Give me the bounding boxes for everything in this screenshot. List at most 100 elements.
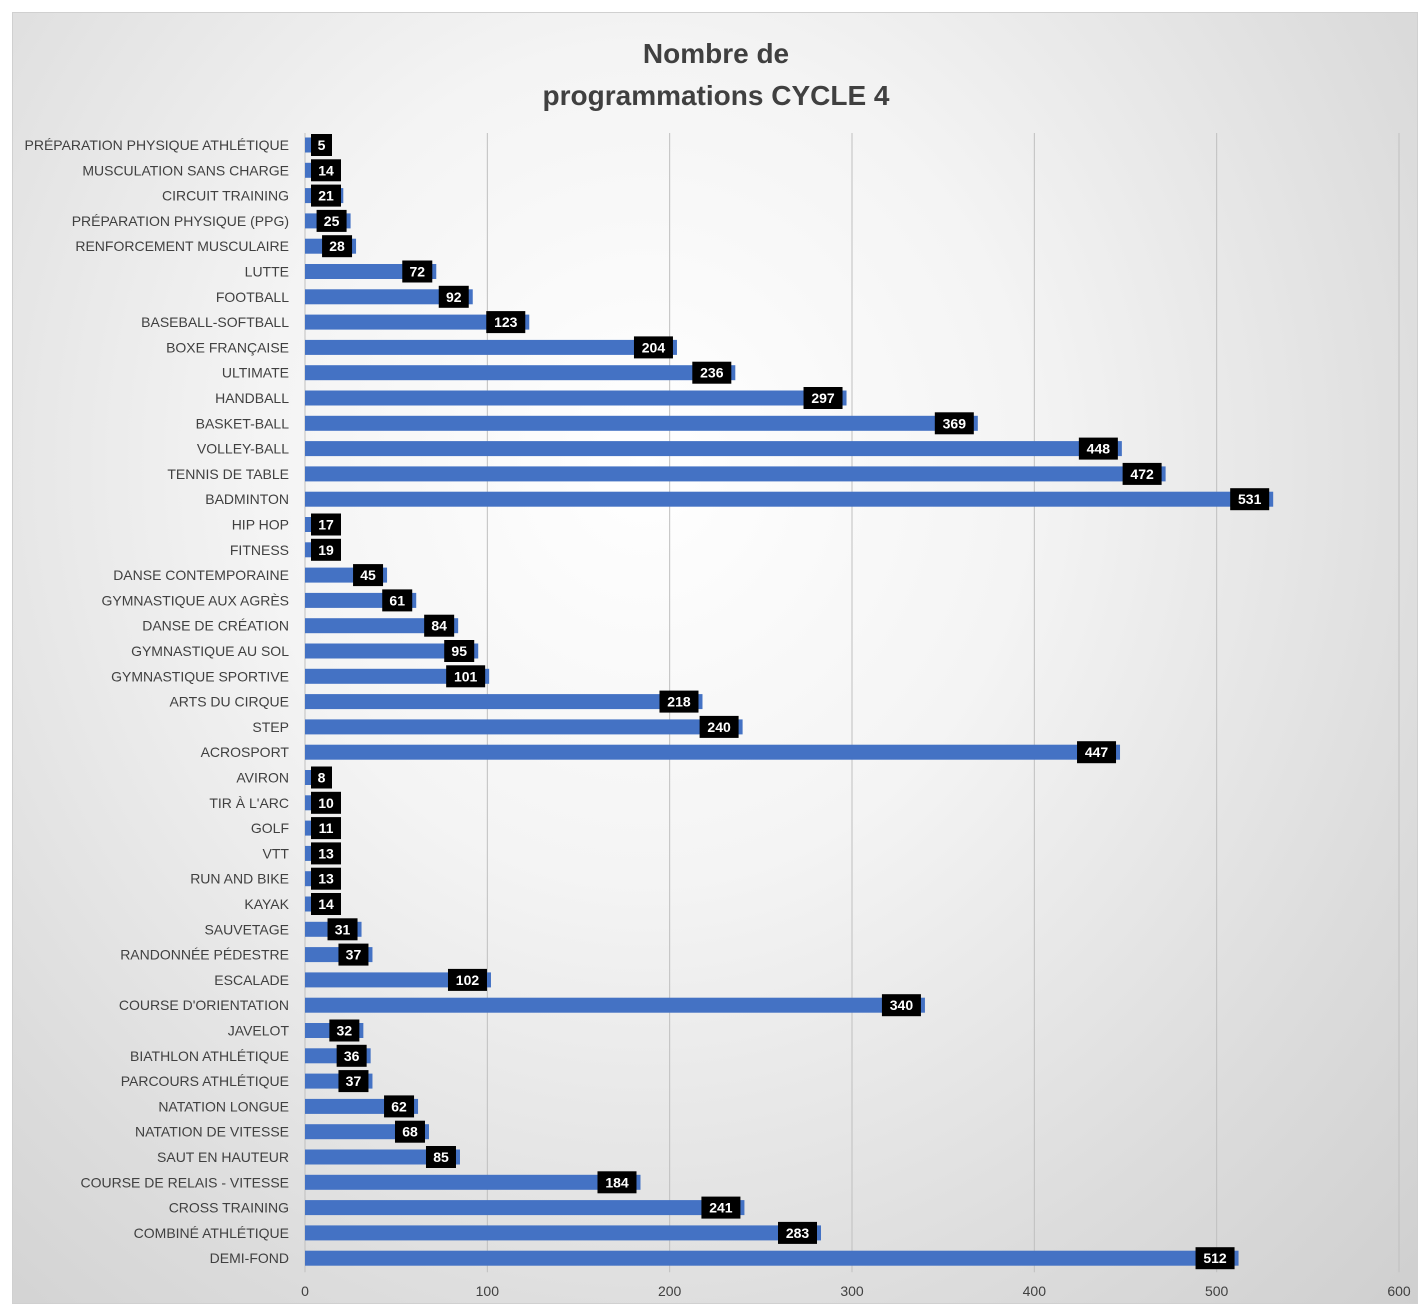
- bar: [305, 1149, 460, 1165]
- data-label: 19: [318, 542, 334, 558]
- category-label: GOLF: [251, 820, 289, 836]
- data-label: 61: [389, 592, 405, 608]
- data-label-box: [659, 690, 699, 713]
- data-label-box: [486, 311, 526, 334]
- category-label: DEMI-FOND: [210, 1250, 289, 1266]
- category-label: CIRCUIT TRAINING: [162, 188, 289, 204]
- data-label-box: [338, 943, 369, 966]
- data-label: 340: [890, 997, 914, 1013]
- data-label: 512: [1203, 1250, 1227, 1266]
- data-label: 241: [709, 1200, 733, 1216]
- data-label: 25: [324, 213, 340, 229]
- category-label: GYMNASTIQUE AUX AGRÈS: [102, 592, 290, 608]
- data-label: 447: [1085, 744, 1109, 760]
- data-label-box: [311, 134, 332, 156]
- data-label-box: [336, 1044, 367, 1067]
- data-label-box: [311, 817, 341, 840]
- category-label: BOXE FRANÇAISE: [166, 339, 289, 355]
- bar: [305, 744, 1121, 760]
- category-label: COMBINÉ ATHLÉTIQUE: [134, 1225, 289, 1241]
- data-label-box: [384, 1095, 415, 1118]
- category-label: ARTS DU CIRQUE: [169, 694, 289, 710]
- data-label-box: [1195, 1247, 1235, 1270]
- category-label: NATATION LONGUE: [158, 1098, 289, 1114]
- data-label: 13: [318, 871, 334, 887]
- data-label: 31: [335, 921, 351, 937]
- data-label-box: [311, 538, 341, 561]
- data-label: 28: [329, 238, 345, 254]
- data-label: 218: [667, 694, 691, 710]
- data-label: 448: [1087, 441, 1111, 457]
- category-label: NATATION DE VITESSE: [135, 1124, 289, 1140]
- data-label-box: [311, 513, 341, 536]
- data-label: 11: [319, 820, 334, 836]
- data-label-box: [311, 791, 341, 814]
- data-label: 531: [1238, 491, 1262, 507]
- category-label: BIATHLON ATHLÉTIQUE: [130, 1048, 289, 1064]
- bar: [305, 719, 743, 735]
- category-label: VTT: [263, 845, 290, 861]
- category-label: SAUVETAGE: [204, 921, 289, 937]
- data-label: 240: [707, 719, 731, 735]
- data-label-box: [424, 614, 455, 637]
- data-label-box: [402, 260, 433, 283]
- bar: [305, 365, 736, 381]
- bar: [305, 314, 530, 330]
- data-label-box: [447, 968, 487, 991]
- data-label: 68: [402, 1124, 418, 1140]
- category-label: GYMNASTIQUE SPORTIVE: [111, 668, 289, 684]
- data-label-box: [311, 159, 341, 182]
- data-label-box: [311, 184, 341, 207]
- category-label: LUTTE: [245, 264, 289, 280]
- data-label: 204: [642, 339, 666, 355]
- bar: [305, 643, 479, 659]
- data-label-box: [446, 665, 486, 688]
- category-label: TIR À L'ARC: [209, 795, 289, 811]
- category-label: JAVELOT: [228, 1023, 290, 1039]
- data-label: 95: [451, 643, 467, 659]
- bar: [305, 1225, 822, 1241]
- data-label-box: [327, 918, 358, 941]
- data-label: 13: [318, 845, 334, 861]
- data-label-box: [311, 867, 341, 890]
- bar: [305, 466, 1166, 482]
- data-label-box: [1077, 741, 1117, 764]
- data-label-box: [934, 412, 974, 435]
- data-label-box: [338, 1070, 369, 1093]
- x-tick-label: 0: [301, 1283, 309, 1299]
- data-label: 5: [318, 137, 326, 153]
- data-label-box: [1230, 488, 1270, 511]
- chart-title-line-1: Nombre de: [642, 38, 790, 69]
- category-label: TENNIS DE TABLE: [167, 466, 289, 482]
- category-label: FITNESS: [230, 542, 289, 558]
- chart-area: Nombre de programmations CYCLE 4 0 100 200…: [12, 12, 1418, 1304]
- data-label-box: [438, 285, 469, 308]
- category-label: DANSE DE CRÉATION: [142, 618, 289, 634]
- data-label: 10: [318, 795, 334, 811]
- data-label-box: [316, 209, 347, 232]
- data-label-box: [311, 766, 332, 789]
- bar: [305, 441, 1122, 457]
- bar: [305, 137, 315, 153]
- category-label: MUSCULATION SANS CHARGE: [82, 162, 289, 178]
- data-label: 123: [494, 314, 518, 330]
- category-label: RUN AND BIKE: [190, 871, 289, 887]
- data-label: 17: [318, 517, 334, 533]
- category-label: STEP: [252, 719, 289, 735]
- category-label: HANDBALL: [215, 390, 289, 406]
- data-label-box: [353, 564, 384, 587]
- data-label: 14: [318, 162, 334, 178]
- category-label: SAUT EN HAUTEUR: [157, 1149, 289, 1165]
- data-label-box: [803, 387, 843, 409]
- category-label: PRÉPARATION PHYSIQUE (PPG): [72, 213, 289, 229]
- data-label: 21: [318, 188, 334, 204]
- category-label: RANDONNÉE PÉDESTRE: [120, 947, 289, 963]
- category-label: FOOTBALL: [216, 289, 289, 305]
- x-tick-label: 600: [1387, 1283, 1411, 1299]
- category-label: HIP HOP: [232, 517, 289, 533]
- category-label: DANSE CONTEMPORAINE: [113, 567, 289, 583]
- data-label: 84: [431, 618, 447, 634]
- data-label-box: [311, 842, 341, 865]
- bar: [305, 694, 703, 710]
- category-label: KAYAK: [244, 896, 289, 912]
